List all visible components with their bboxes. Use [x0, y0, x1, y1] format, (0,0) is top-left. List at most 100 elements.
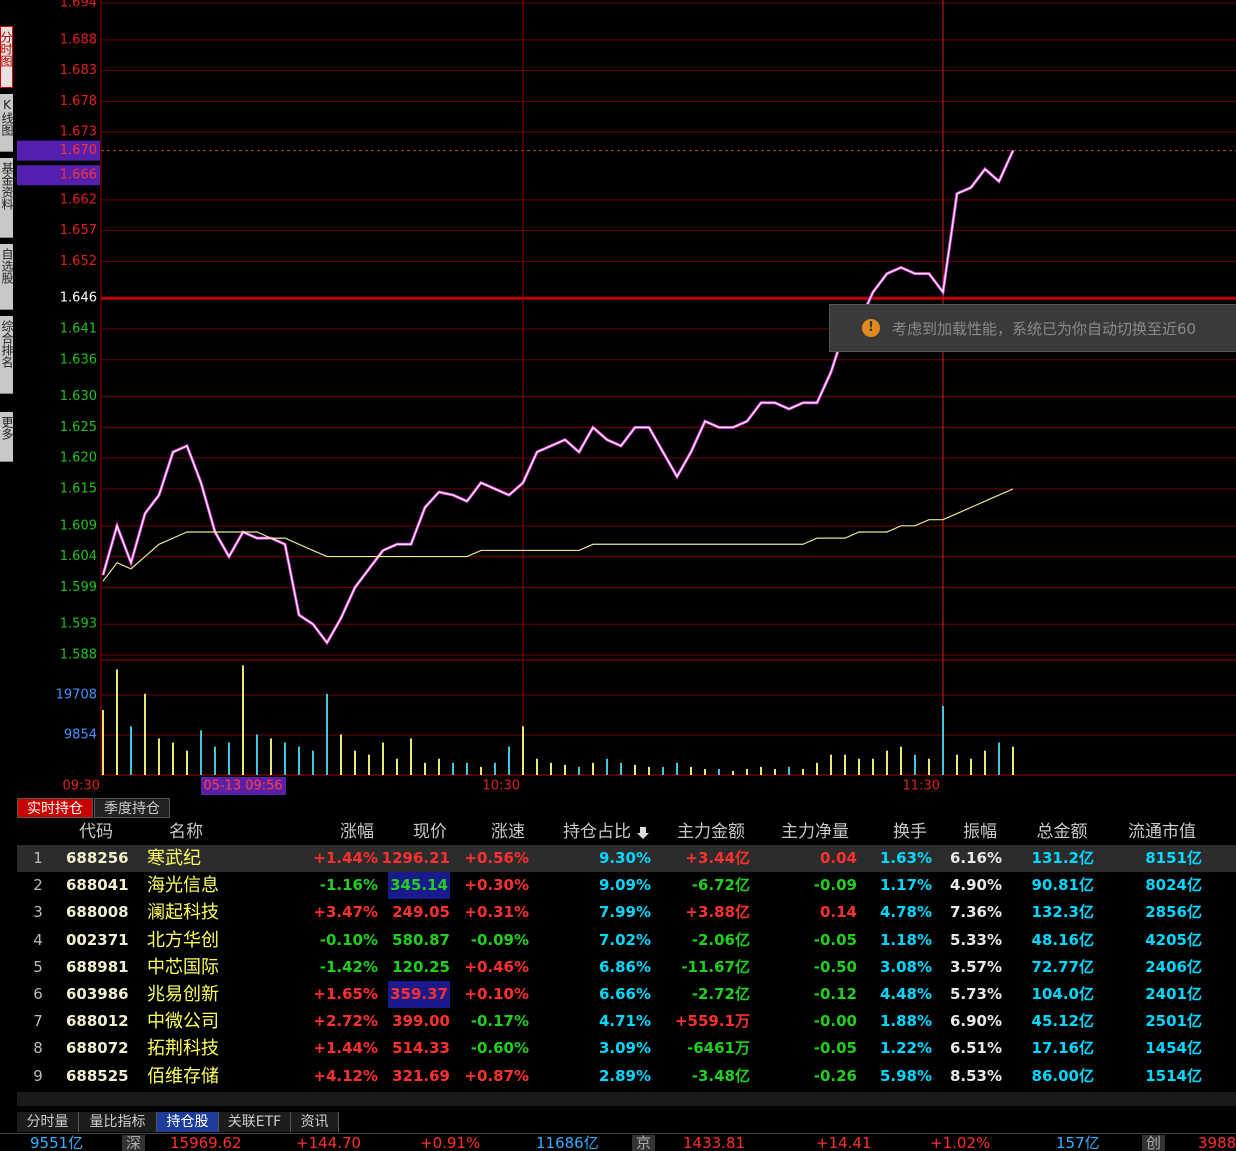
x-tick-label: 09:30	[63, 779, 100, 794]
volume-bar	[578, 766, 580, 775]
bottom-tab[interactable]: 分时量	[17, 1112, 79, 1132]
table-cell: +1.65%	[313, 985, 378, 1003]
column-header[interactable]: 流通市值	[1128, 822, 1196, 842]
volume-bar	[690, 766, 692, 775]
bottom-tab[interactable]: 关联ETF	[219, 1112, 291, 1132]
table-row[interactable]: 1 688256 寒武纪 +1.44% 1296.21 +0.56% 9.30% +3.44亿…	[17, 845, 1236, 872]
bottom-tab[interactable]: 持仓股	[157, 1112, 219, 1132]
table-row[interactable]: 5 688981 中芯国际 -1.42% 120.25 +0.46% 6.86% -11.67…	[17, 954, 1236, 981]
y-tick-label: 1.593	[60, 617, 97, 632]
table-row[interactable]: 7 688012 中微公司 +2.72% 399.00 -0.17% 4.71% +559.1…	[17, 1008, 1236, 1035]
table-cell: 7.02%	[598, 930, 651, 949]
column-header[interactable]: 名称	[169, 822, 203, 842]
table-row[interactable]: 4 002371 北方华创 -0.10% 580.87 -0.09% 7.02% -2.06亿…	[17, 927, 1236, 954]
table-cell: 514.33	[392, 1039, 450, 1058]
y-tick-label: 1.673	[60, 125, 97, 140]
volume-bar	[452, 762, 454, 775]
column-header[interactable]: 涨速	[491, 822, 525, 842]
table-cell: -1.16%	[319, 876, 378, 895]
sidebar-tab[interactable]: 分时图	[0, 26, 13, 88]
y-tick-label: 1.599	[60, 580, 97, 595]
highlight-tick-box	[17, 165, 100, 186]
volume-bar	[886, 750, 888, 775]
table-cell: 1296.21	[381, 849, 450, 867]
toast-icon: !	[862, 319, 880, 337]
table-cell: 9.09%	[598, 876, 651, 895]
volume-bar	[312, 750, 314, 775]
table-cell: 5.73%	[949, 985, 1002, 1003]
volume-bar	[186, 750, 188, 775]
sort-arrow-shape	[637, 827, 649, 839]
table-cell: 6	[33, 985, 43, 1003]
table-cell: 3.09%	[598, 1039, 651, 1058]
column-header[interactable]: 现价	[413, 822, 447, 842]
market-label: 深	[122, 1135, 146, 1151]
sidebar-tab[interactable]: K线图	[0, 94, 13, 152]
bottom-tab[interactable]: 资讯	[291, 1112, 339, 1132]
volume-bar	[158, 738, 160, 775]
volume-bar	[270, 738, 272, 775]
table-cell: 688256	[66, 849, 129, 867]
volume-bar	[298, 746, 300, 775]
y-tick-label: 1.688	[60, 32, 97, 47]
table-cell: 8024亿	[1145, 876, 1202, 895]
table-row[interactable]: 9 688525 佰维存储 +4.12% 321.69 +0.87% 2.89% -3.48亿…	[17, 1063, 1236, 1090]
holding-tab[interactable]: 季度持仓	[94, 798, 170, 818]
table-cell: 中芯国际	[147, 956, 219, 978]
table-cell: -0.09	[813, 876, 857, 895]
table-cell: 1514亿	[1145, 1066, 1202, 1085]
column-header[interactable]: 持仓占比	[563, 822, 631, 842]
volume-bar	[480, 766, 482, 775]
y-tick-label: 1.615	[60, 481, 97, 496]
ticker-value: +1.02%	[930, 1134, 991, 1151]
sidebar-tab[interactable]: 综合排名	[0, 316, 13, 394]
table-cell: -6.72亿	[691, 876, 750, 895]
table-cell: 399.00	[392, 1012, 450, 1031]
table-cell: 6.51%	[949, 1039, 1002, 1058]
sort-arrow[interactable]	[636, 826, 650, 840]
volume-bar	[200, 730, 202, 775]
volume-bar	[634, 764, 636, 775]
bottom-tab[interactable]: 量比指标	[79, 1112, 157, 1132]
table-cell: -0.05	[813, 1039, 857, 1058]
intraday-chart: 1.694 1.688 1.683 1.678 1.673 1.662 1.657 1.652…	[17, 0, 1236, 795]
volume-bar	[984, 750, 986, 775]
highlight-tick-label: 1.670	[60, 143, 97, 158]
sidebar-tab[interactable]: 自选股	[0, 244, 13, 310]
y-tick-label: 1.620	[60, 451, 97, 466]
table-cell: 48.16亿	[1031, 930, 1094, 949]
table-cell: -0.10%	[319, 930, 378, 949]
ticker-value: 11686亿	[536, 1134, 599, 1151]
y-tick-label: 1.630	[60, 389, 97, 404]
table-cell: 5.33%	[949, 930, 1002, 949]
sidebar-tab[interactable]: 更多	[0, 412, 13, 462]
table-cell: -0.26	[813, 1066, 857, 1085]
column-header[interactable]: 涨幅	[340, 822, 374, 842]
sidebar-tab[interactable]: 基金资料	[0, 158, 13, 238]
column-header[interactable]: 代码	[79, 822, 113, 842]
volume-bar	[928, 758, 930, 775]
table-cell: +3.47%	[313, 903, 378, 922]
column-header[interactable]: 主力金额	[677, 822, 745, 842]
table-cell: 兆易创新	[147, 984, 219, 1005]
table-row[interactable]: 3 688008 澜起科技 +3.47% 249.05 +0.31% 7.99% +3.88亿…	[17, 899, 1236, 926]
table-cell: 4.71%	[598, 1012, 651, 1031]
column-header[interactable]: 主力净量	[781, 822, 849, 842]
table-cell: 688072	[66, 1039, 129, 1058]
table-row[interactable]: 2 688041 海光信息 -1.16% 345.14 +0.30% 9.09% -6.72亿…	[17, 872, 1236, 900]
holding-tab[interactable]: 实时持仓	[17, 798, 93, 818]
table-cell: -0.17%	[470, 1012, 529, 1031]
table-cell: 359.37	[388, 981, 450, 1008]
y2-tick-label: 19708	[56, 687, 97, 702]
volume-bar	[732, 770, 734, 775]
column-header[interactable]: 振幅	[963, 822, 997, 842]
scrollbar[interactable]	[17, 1092, 1236, 1106]
table-row[interactable]: 6 603986 兆易创新 +1.65% 359.37 +0.10% 6.66% -2.72亿…	[17, 981, 1236, 1008]
y-tick-label: 1.604	[60, 549, 97, 564]
table-cell: +1.44%	[313, 849, 378, 867]
volume-bar	[648, 766, 650, 775]
column-header[interactable]: 总金额	[1036, 822, 1088, 842]
table-row[interactable]: 8 688072 拓荆科技 +1.44% 514.33 -0.60% 3.09% -6461万…	[17, 1035, 1236, 1062]
column-header[interactable]: 换手	[893, 822, 927, 842]
